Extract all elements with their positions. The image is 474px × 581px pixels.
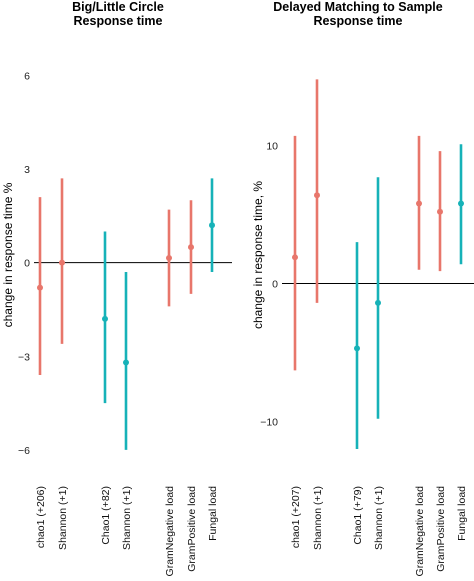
point-estimate <box>375 299 381 306</box>
y-tick-label: 3 <box>24 164 30 176</box>
panel-1-title: Big/Little Circle <box>72 0 164 14</box>
x-category-label: Chao1 (+82) <box>100 486 112 545</box>
y-tick-label: −10 <box>260 416 278 428</box>
panel-1-plot: 6 3 0 −3 −6 chao1 (+206) Shannon (+1) Chao1 (+8… <box>18 70 232 576</box>
panel-2-y-axis-label: change in response time, % <box>251 181 265 329</box>
x-category-label: GramPositive load <box>186 486 198 572</box>
point-estimate <box>416 200 422 207</box>
y-tick-label: −6 <box>18 445 30 457</box>
point-estimate <box>59 259 65 266</box>
x-category-label: chao1 (+207) <box>290 486 302 548</box>
point-estimate <box>166 255 172 261</box>
point-estimate <box>209 222 215 229</box>
point-estimate <box>188 244 194 251</box>
y-tick-label: 0 <box>24 258 30 270</box>
panel-2-plot: 10 0 −10 chao1 (+207) Shannon (+1) Chao1 (+79… <box>260 79 474 576</box>
point-estimate <box>354 345 360 352</box>
point-estimate <box>458 200 464 207</box>
panel-2-subtitle: Response time <box>314 14 403 28</box>
x-category-label: GramPositive load <box>435 486 447 572</box>
x-category-label: Fungal load <box>456 486 468 541</box>
y-tick-label: 6 <box>24 70 30 82</box>
panel-1-subtitle: Response time <box>74 14 163 28</box>
point-estimate <box>37 284 43 291</box>
y-tick-label: 10 <box>266 141 278 153</box>
panel-1-y-axis-label: change in response time % <box>1 182 15 327</box>
panel-2-title: Delayed Matching to Sample <box>273 0 443 14</box>
x-category-label: Fungal load <box>207 486 219 541</box>
x-category-label: Chao1 (+79) <box>352 486 364 545</box>
x-category-label: GramNegative load <box>414 486 426 577</box>
y-tick-label: 0 <box>272 279 278 291</box>
x-category-label: Shannon (+1) <box>57 486 69 550</box>
x-category-label: Shannon (+1) <box>373 486 385 550</box>
point-estimate <box>437 208 443 215</box>
x-category-label: chao1 (+206) <box>35 486 47 548</box>
point-estimate <box>123 359 129 366</box>
y-tick-label: −3 <box>18 351 30 363</box>
x-category-label: GramNegative load <box>164 486 176 577</box>
x-category-label: Shannon (+1) <box>121 486 133 550</box>
x-category-label: Shannon (+1) <box>312 486 324 550</box>
point-estimate <box>292 254 298 261</box>
point-estimate <box>314 192 320 199</box>
point-estimate <box>102 315 108 322</box>
